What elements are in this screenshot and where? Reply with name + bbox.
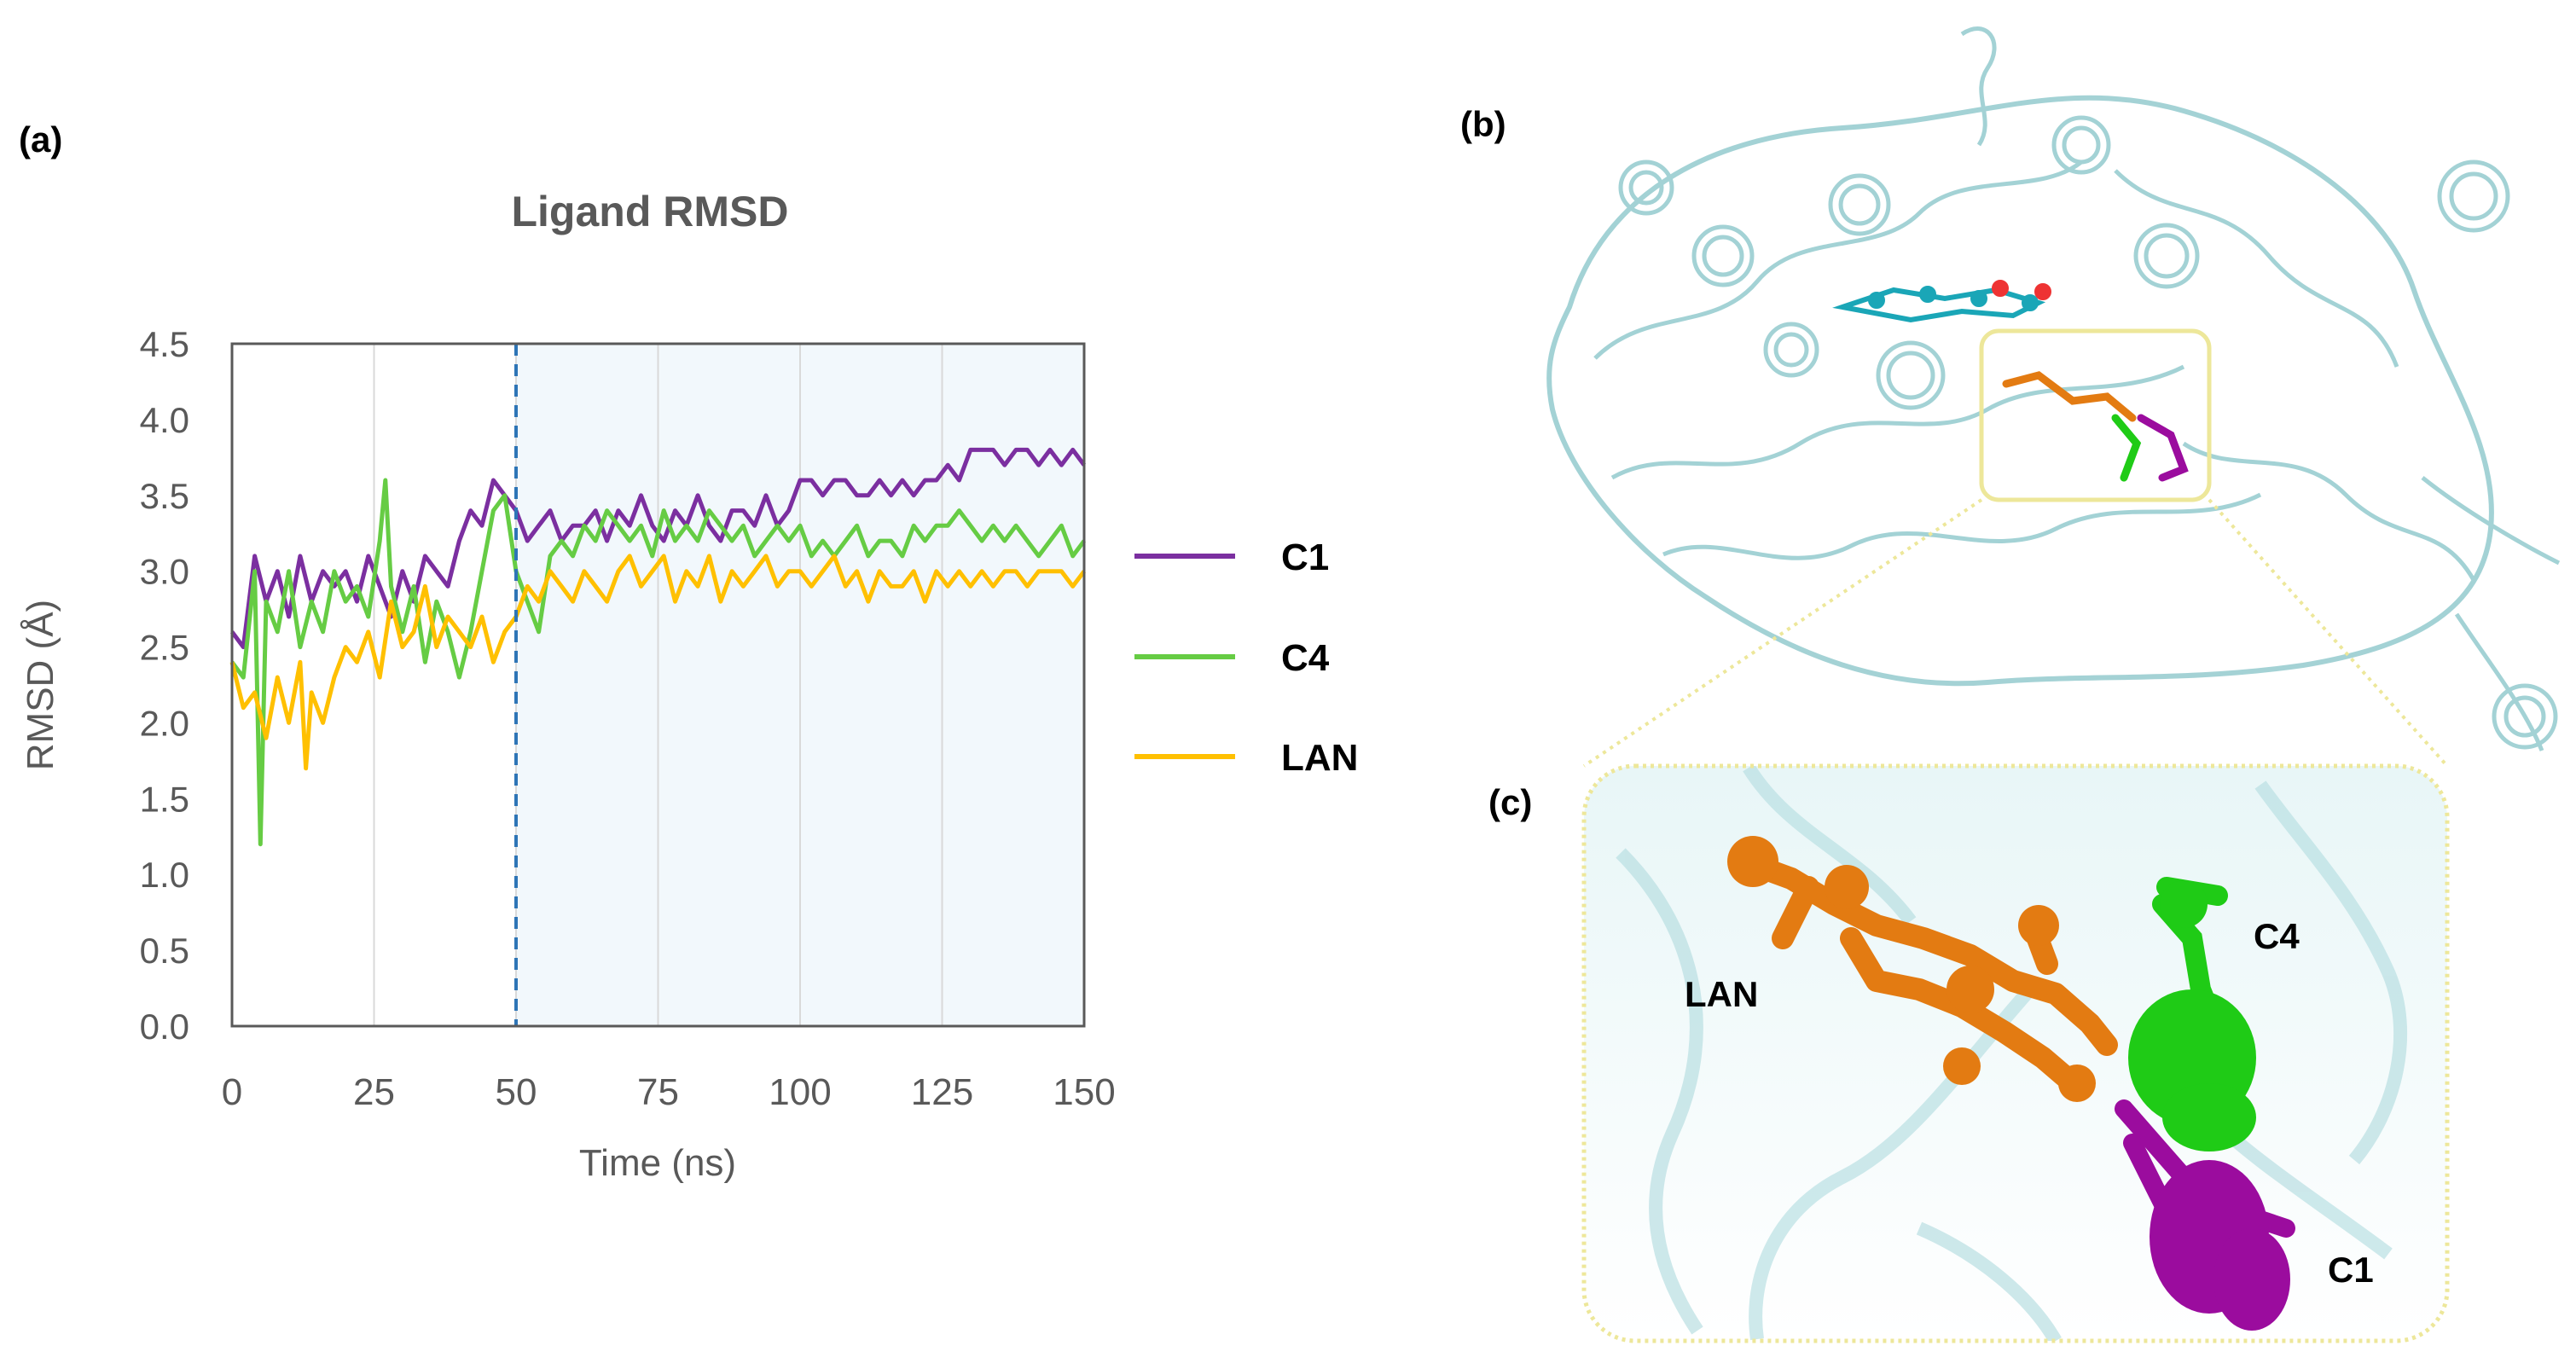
legend-label-c4: C4 [1281, 637, 1330, 679]
y-tick-label: 3.5 [140, 476, 189, 516]
legend-label-lan: LAN [1281, 737, 1358, 779]
ligand-overview [2002, 371, 2189, 482]
label-c1: C1 [2328, 1250, 2374, 1290]
panel-label-c: (c) [1488, 782, 1532, 822]
y-tick-label: 4.5 [140, 324, 189, 364]
series-layer [229, 447, 1087, 847]
label-c4: C4 [2254, 916, 2300, 956]
y-tick-label: 1.0 [140, 855, 189, 895]
lan-ligand [1727, 836, 2118, 1102]
binding-site-highlight [1979, 328, 2212, 502]
protein-ribbon-overview [1546, 26, 2561, 751]
x-tick-label: 125 [911, 1071, 973, 1113]
x-tick-label: 100 [769, 1071, 831, 1113]
series-line-c4 [229, 478, 1087, 847]
y-tick-label: 0.5 [140, 931, 189, 971]
c4-ligand [2128, 877, 2256, 1151]
series-line-lan [229, 554, 1086, 771]
y-tick-label: 4.0 [140, 400, 189, 440]
panel-label-a: (a) [19, 119, 62, 160]
x-tick-label: 150 [1053, 1071, 1115, 1113]
panel-label-b: (b) [1460, 104, 1506, 144]
x-tick-labels: 0 25 50 75 100 125 150 [222, 1071, 1116, 1113]
y-tick-label: 2.0 [140, 703, 189, 743]
x-tick-label: 25 [353, 1071, 395, 1113]
chart-title: Ligand RMSD [512, 188, 789, 235]
legend: C1 C4 LAN [1134, 537, 1358, 779]
y-tick-labels: 0.0 0.5 1.0 1.5 2.0 2.5 3.0 3.5 4.0 4.5 [140, 324, 189, 1047]
x-tick-label: 0 [222, 1071, 242, 1113]
plot-border [230, 342, 1086, 1028]
x-axis-label: Time (ns) [579, 1142, 736, 1184]
plot-area [229, 342, 1087, 1028]
zoomed-binding-site [1584, 766, 2447, 1341]
y-tick-label: 2.5 [140, 628, 189, 668]
heme-ligand [1832, 280, 2051, 323]
y-axis-label: RMSD (Å) [20, 600, 61, 770]
zoom-frame [1581, 763, 2450, 1343]
legend-label-c1: C1 [1281, 537, 1329, 578]
zoom-connector-lines [1582, 498, 2449, 768]
c1-ligand [2115, 1099, 2295, 1331]
label-lan: LAN [1685, 974, 1758, 1014]
y-tick-label: 1.5 [140, 779, 189, 819]
x-tick-label: 50 [496, 1071, 537, 1113]
gridlines [373, 344, 943, 1026]
x-tick-label: 75 [637, 1071, 679, 1113]
y-tick-label: 3.0 [140, 552, 189, 592]
y-tick-label: 0.0 [140, 1006, 189, 1047]
